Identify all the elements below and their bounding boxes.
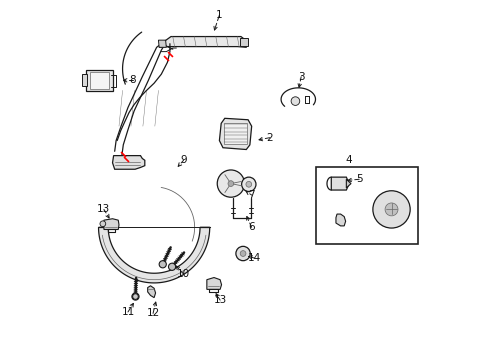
Bar (315, 167, 417, 244)
Circle shape (384, 203, 397, 216)
Circle shape (240, 251, 245, 256)
Text: 9: 9 (180, 155, 186, 165)
Polygon shape (330, 177, 348, 190)
Circle shape (235, 246, 250, 261)
Polygon shape (219, 118, 251, 149)
Text: 4: 4 (345, 155, 351, 165)
Text: 2: 2 (266, 133, 272, 143)
Circle shape (227, 181, 233, 186)
Text: 1: 1 (216, 10, 222, 20)
Polygon shape (99, 227, 209, 283)
Text: 12: 12 (146, 309, 160, 318)
Circle shape (159, 261, 166, 268)
Polygon shape (335, 214, 345, 226)
Circle shape (217, 170, 244, 197)
Polygon shape (346, 179, 350, 188)
Polygon shape (159, 37, 247, 47)
Text: 3: 3 (297, 72, 304, 82)
Polygon shape (206, 278, 221, 289)
Polygon shape (82, 74, 87, 86)
Text: 14: 14 (247, 253, 261, 263)
Text: 13: 13 (97, 204, 110, 215)
Polygon shape (240, 39, 247, 45)
Circle shape (132, 294, 138, 300)
Circle shape (245, 181, 251, 187)
Text: 10: 10 (177, 269, 190, 279)
Circle shape (372, 191, 409, 228)
Circle shape (132, 293, 139, 300)
Text: 6: 6 (248, 222, 254, 232)
Text: 11: 11 (121, 307, 134, 317)
Text: 7: 7 (248, 190, 254, 200)
Polygon shape (158, 40, 166, 47)
Polygon shape (86, 69, 112, 91)
Text: 13: 13 (213, 295, 226, 305)
Polygon shape (147, 286, 155, 298)
Circle shape (168, 263, 175, 270)
Text: 8: 8 (129, 75, 136, 85)
Circle shape (100, 221, 105, 226)
Circle shape (290, 97, 299, 105)
Polygon shape (223, 123, 247, 144)
Polygon shape (104, 219, 119, 229)
Polygon shape (112, 156, 144, 169)
Circle shape (241, 177, 255, 192)
Polygon shape (89, 72, 109, 89)
Text: 5: 5 (355, 174, 362, 184)
